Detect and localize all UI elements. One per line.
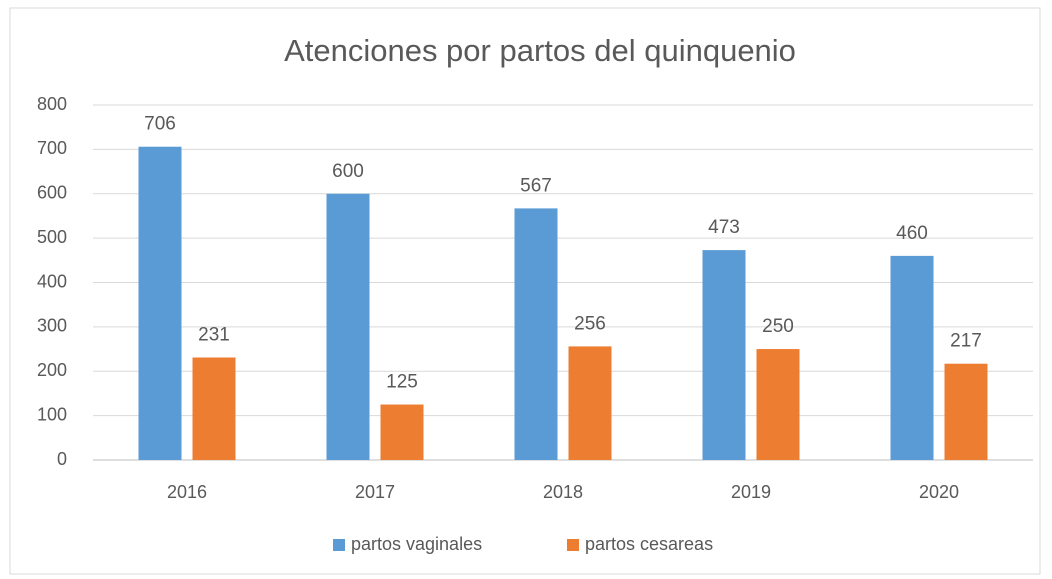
data-label: 460 [896, 223, 928, 244]
data-label: 125 [386, 372, 418, 393]
bar [380, 404, 424, 460]
data-label: 473 [708, 217, 740, 238]
y-tick-label: 800 [37, 94, 67, 114]
y-tick-label: 0 [57, 449, 67, 469]
data-label: 231 [198, 325, 230, 346]
y-tick-label: 300 [37, 316, 67, 336]
x-tick-label: 2017 [355, 482, 395, 502]
y-tick-label: 600 [37, 183, 67, 203]
bar [568, 346, 612, 460]
legend-swatch [333, 539, 345, 551]
bar [326, 193, 370, 460]
chart-title: Atenciones por partos del quinquenio [284, 33, 796, 68]
x-tick-label: 2019 [731, 482, 771, 502]
x-tick-label: 2020 [919, 482, 959, 502]
y-tick-label: 100 [37, 404, 67, 424]
data-label: 706 [144, 114, 176, 135]
data-label: 600 [332, 161, 364, 182]
bar [756, 349, 800, 460]
y-tick-label: 700 [37, 138, 67, 158]
bar [890, 255, 934, 460]
bar [514, 208, 558, 460]
y-tick-label: 200 [37, 360, 67, 380]
y-tick-label: 500 [37, 227, 67, 247]
bar [192, 357, 236, 460]
data-label: 567 [520, 175, 552, 196]
bar [944, 363, 988, 460]
legend-label: partos vaginales [351, 534, 482, 554]
data-label: 217 [950, 331, 982, 352]
x-tick-label: 2016 [167, 482, 207, 502]
bar [702, 250, 746, 460]
x-tick-label: 2018 [543, 482, 583, 502]
legend-swatch [567, 539, 579, 551]
bar [138, 146, 182, 460]
y-tick-label: 400 [37, 271, 67, 291]
data-label: 256 [574, 313, 606, 334]
data-label: 250 [762, 316, 794, 337]
legend-label: partos cesareas [585, 534, 713, 554]
